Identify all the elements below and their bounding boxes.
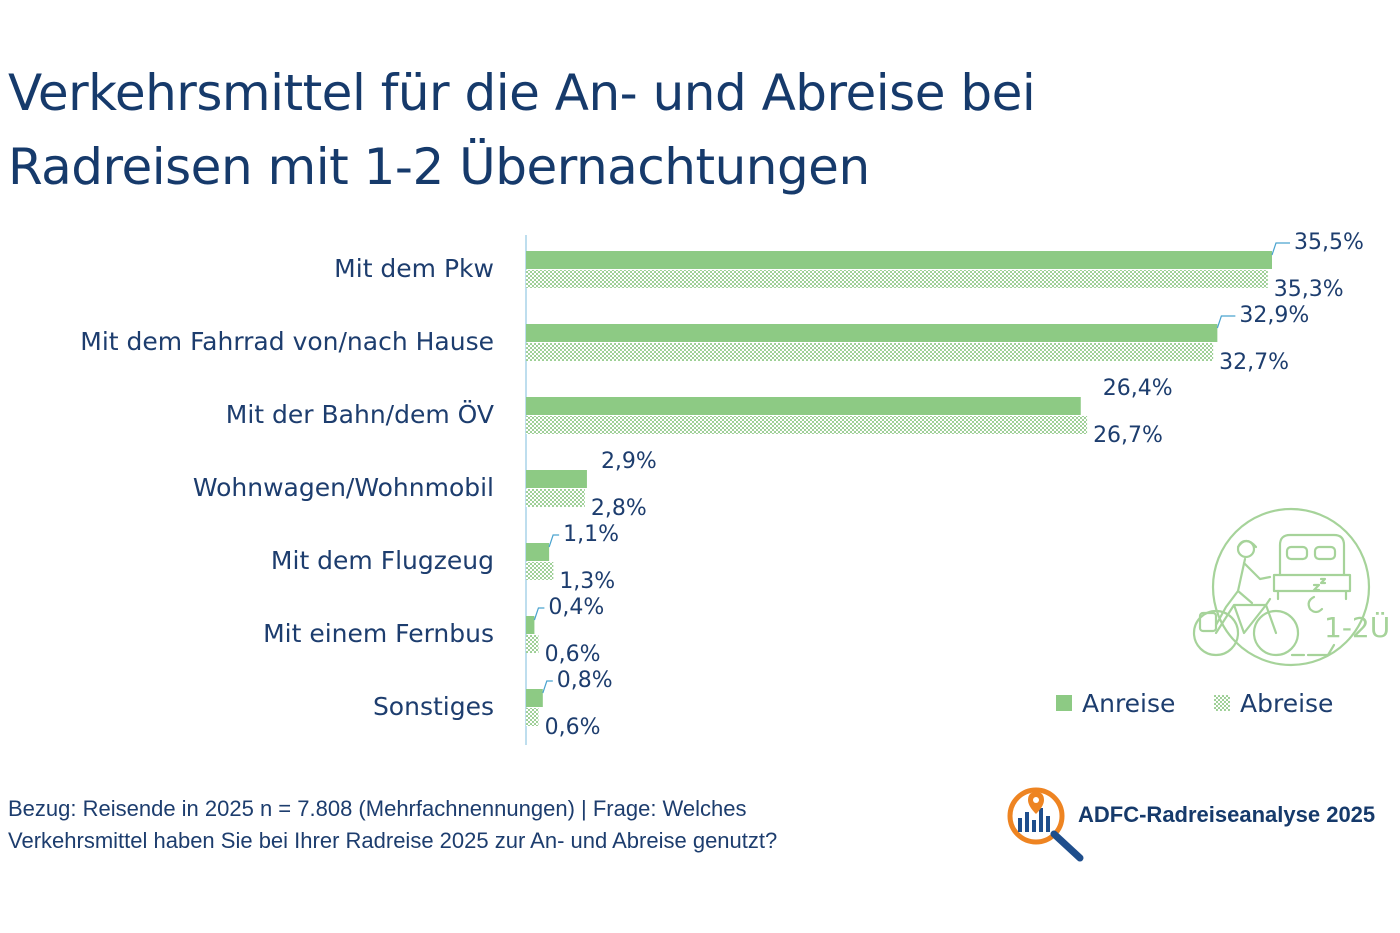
leader-line	[1271, 242, 1290, 256]
bar-anreise	[526, 543, 550, 561]
value-label-abreise: 1,3%	[559, 569, 615, 594]
bar-abreise	[526, 343, 1214, 361]
value-label-abreise: 26,7%	[1093, 423, 1163, 448]
value-label-anreise: 26,4%	[1103, 376, 1173, 401]
legend-swatch-abreise	[1214, 695, 1230, 711]
footnote-line-2: Verkehrsmittel haben Sie bei Ihrer Radre…	[8, 828, 778, 853]
value-label-abreise: 35,3%	[1274, 277, 1344, 302]
legend-label-abreise: Abreise	[1240, 689, 1333, 718]
value-label-anreise: 1,1%	[563, 522, 619, 547]
category-label: Sonstiges	[373, 692, 494, 721]
chart-title: Verkehrsmittel für die An- und Abreise b…	[8, 56, 1036, 204]
leader-line	[1216, 315, 1236, 329]
bar-anreise	[526, 324, 1218, 342]
footnote-line-1: Bezug: Reisende in 2025 n = 7.808 (Mehrf…	[8, 796, 747, 821]
category-label: Mit dem Fahrrad von/nach Hause	[80, 327, 494, 356]
leader-line	[542, 680, 553, 694]
value-label-anreise: 32,9%	[1239, 303, 1309, 328]
category-label: Mit der Bahn/dem ÖV	[226, 400, 494, 429]
bar-abreise	[526, 635, 539, 653]
nights-label: 1-2ÜN	[1324, 610, 1388, 644]
bar-anreise	[526, 470, 587, 488]
value-label-abreise: 32,7%	[1219, 350, 1289, 375]
bar-anreise	[526, 689, 543, 707]
footnote: Bezug: Reisende in 2025 n = 7.808 (Mehrf…	[8, 793, 777, 857]
title-line-1: Verkehrsmittel für die An- und Abreise b…	[8, 64, 1036, 122]
value-label-anreise: 2,9%	[601, 449, 657, 474]
bar-chart: Mit dem Pkw 35,5% 35,3% Mit dem Fahrrad von…	[80, 230, 1364, 745]
bar-abreise	[526, 270, 1268, 288]
title-line-2: Radreisen mit 1-2 Übernachtungen	[8, 138, 870, 196]
badge-ring	[1211, 507, 1371, 667]
bar-anreise	[526, 616, 535, 634]
category-label: Mit dem Flugzeug	[271, 546, 494, 575]
value-label-abreise: 2,8%	[591, 496, 647, 521]
bar-abreise	[526, 489, 585, 507]
category-label: Wohnwagen/Wohnmobil	[193, 473, 494, 502]
cyclist-bed-icon: 1-2ÜN	[1192, 507, 1388, 667]
bar-abreise	[526, 708, 539, 726]
bar-abreise	[526, 416, 1088, 434]
leader-line	[533, 607, 545, 621]
category-label: Mit einem Fernbus	[263, 619, 494, 648]
value-label-anreise: 0,8%	[557, 668, 613, 693]
value-label-anreise: 0,4%	[548, 595, 604, 620]
value-label-anreise: 35,5%	[1294, 230, 1364, 255]
bar-anreise	[526, 251, 1272, 269]
brand-logo: ADFC-Radreiseanalyse 2025	[1004, 784, 1394, 864]
value-label-abreise: 0,6%	[545, 642, 601, 667]
legend-label-anreise: Anreise	[1082, 689, 1175, 718]
leader-line	[548, 534, 560, 548]
bar-abreise	[526, 562, 554, 580]
magnifier-chart-icon	[1007, 787, 1084, 862]
legend-swatch-anreise	[1056, 695, 1072, 711]
category-label: Mit dem Pkw	[334, 254, 494, 283]
value-label-abreise: 0,6%	[545, 715, 601, 740]
brand-name: ADFC-Radreiseanalyse 2025	[1078, 802, 1376, 827]
bar-anreise	[526, 397, 1081, 415]
